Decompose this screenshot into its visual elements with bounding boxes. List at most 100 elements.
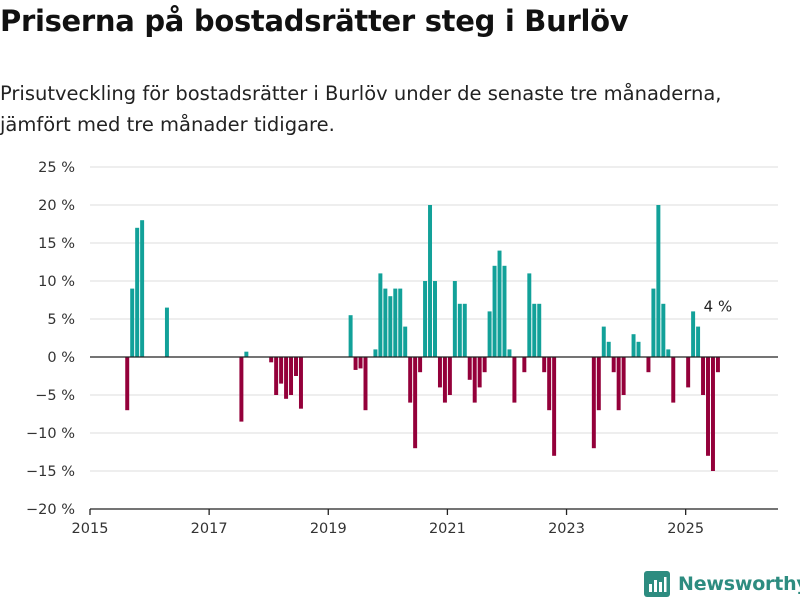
bar <box>388 296 393 357</box>
brand-name: Newsworthy <box>678 573 800 595</box>
bar <box>696 326 701 357</box>
bar <box>462 303 467 357</box>
y-tick-label: 10 % <box>38 274 75 290</box>
bar <box>437 357 442 388</box>
bar <box>611 357 616 373</box>
bar <box>423 281 428 357</box>
bar <box>472 357 477 403</box>
bar <box>710 357 715 471</box>
y-tick-label: 5 % <box>47 312 75 328</box>
bar <box>482 357 487 373</box>
bar <box>413 357 418 449</box>
bar <box>433 281 437 357</box>
bar <box>547 357 552 411</box>
bar <box>691 311 696 357</box>
bar <box>502 265 507 357</box>
y-tick-label: 20 % <box>38 198 75 214</box>
bar <box>477 357 482 388</box>
bar <box>631 334 636 357</box>
subtitle-line-1: Prisutveckling för bostadsrätter i Burlö… <box>0 82 722 105</box>
bar <box>467 357 472 380</box>
tick-labels: −20 % −15 % −10 % −5 % 0 % 5 % 10 % 15 % 20 % 25 … <box>26 160 704 537</box>
bar <box>239 357 244 422</box>
bar <box>279 357 284 384</box>
bar <box>447 357 452 395</box>
bar <box>671 357 676 403</box>
bar <box>457 303 462 357</box>
bar <box>601 326 606 357</box>
y-tick-label: −20 % <box>26 502 75 518</box>
bar <box>135 227 140 357</box>
bar <box>428 205 433 357</box>
bar <box>274 357 279 395</box>
bar <box>125 357 130 411</box>
bar <box>591 357 596 449</box>
bar <box>398 288 403 357</box>
x-tick-label: 2021 <box>429 521 466 537</box>
bar <box>452 281 457 357</box>
bar <box>596 357 601 411</box>
newsworthy-logo: Newsworthy <box>644 570 800 598</box>
bar <box>706 357 710 456</box>
bar <box>294 357 298 376</box>
bar <box>532 303 537 357</box>
bar <box>164 307 169 357</box>
y-tick-label: 15 % <box>38 236 75 252</box>
bar <box>542 357 547 373</box>
bar <box>353 357 358 370</box>
bar <box>616 357 621 411</box>
y-tick-label: −5 % <box>35 388 75 404</box>
subtitle-line-2: jämfört med tre månader tidigare. <box>0 113 335 136</box>
bar <box>497 250 502 357</box>
bar <box>358 357 363 369</box>
bar-chart: −20 % −15 % −10 % −5 % 0 % 5 % 10 % 15 % 20 % 25 … <box>26 160 778 537</box>
y-tick-label: 0 % <box>47 350 75 366</box>
bar <box>393 288 398 357</box>
bar <box>378 273 383 357</box>
bar <box>656 205 661 357</box>
x-tick-label: 2015 <box>72 521 109 537</box>
bar <box>512 357 517 403</box>
x-tick-label: 2023 <box>548 521 585 537</box>
y-tick-label: 25 % <box>38 160 75 176</box>
bar <box>606 341 611 357</box>
bar <box>289 357 294 395</box>
bar <box>403 326 408 357</box>
bar <box>686 357 691 388</box>
bar <box>651 288 656 357</box>
bar <box>373 349 378 357</box>
bar <box>363 357 368 411</box>
bar <box>487 311 492 357</box>
last-value-annotation: 4 % <box>704 298 733 316</box>
bar <box>442 357 447 403</box>
axes <box>89 356 778 515</box>
x-tick-label: 2019 <box>310 521 347 537</box>
bar <box>661 303 666 357</box>
annotations: 4 % <box>704 298 733 316</box>
bar <box>298 357 303 409</box>
bar <box>418 357 423 373</box>
x-tick-label: 2017 <box>191 521 228 537</box>
bar <box>666 349 671 357</box>
bar <box>383 288 388 357</box>
y-tick-label: −10 % <box>26 426 75 442</box>
bar <box>269 357 274 363</box>
bar <box>522 357 527 373</box>
bar <box>507 349 512 357</box>
bar <box>348 315 353 357</box>
chart-subtitle: Prisutveckling för bostadsrätter i Burlö… <box>0 78 800 140</box>
bar <box>130 288 135 357</box>
bar <box>636 341 641 357</box>
bar <box>284 357 289 399</box>
bar <box>646 357 651 373</box>
bar <box>140 220 145 357</box>
bar <box>408 357 413 403</box>
bar <box>537 303 542 357</box>
bars <box>125 205 720 471</box>
chart-logo-icon <box>644 571 670 597</box>
bar <box>552 357 557 456</box>
x-tick-label: 2025 <box>667 521 704 537</box>
y-tick-label: −15 % <box>26 464 75 480</box>
chart-title: Priserna på bostadsrätter steg i Burlöv <box>0 4 629 38</box>
bar <box>701 357 706 395</box>
